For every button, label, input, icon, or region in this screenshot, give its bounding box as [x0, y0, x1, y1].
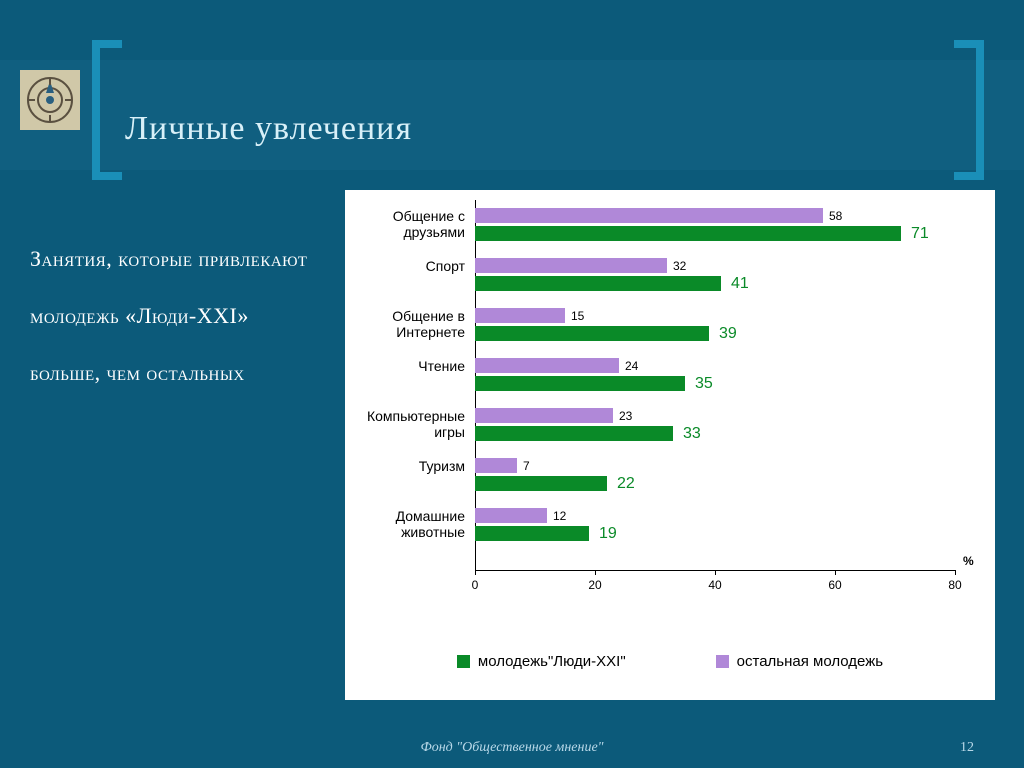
title-bracket-left	[92, 40, 122, 180]
category-label: Туризм	[345, 458, 465, 474]
x-tick-label: 80	[948, 578, 961, 592]
legend-label-a: остальная молодежь	[737, 653, 883, 670]
value-label-b: 19	[599, 525, 617, 543]
bar-series-b	[475, 476, 607, 491]
value-label-a: 15	[571, 309, 584, 323]
value-label-a: 58	[829, 209, 842, 223]
x-tick	[715, 570, 716, 575]
bar-series-a	[475, 408, 613, 423]
value-label-a: 32	[673, 259, 686, 273]
value-label-b: 39	[719, 325, 737, 343]
bar-series-b	[475, 276, 721, 291]
x-tick-label: 60	[828, 578, 841, 592]
category-label: Спорт	[345, 258, 465, 274]
value-label-b: 22	[617, 475, 635, 493]
bar-series-a	[475, 458, 517, 473]
x-tick-label: 0	[472, 578, 479, 592]
logo	[20, 70, 80, 130]
slide-title: Личные увлечения	[125, 110, 412, 148]
bar-series-a	[475, 358, 619, 373]
category-label: Компьютерные игры	[345, 408, 465, 440]
bar-series-a	[475, 508, 547, 523]
category-label: Общение с друзьями	[345, 208, 465, 240]
title-bracket-right	[954, 40, 984, 180]
legend-swatch-b	[457, 655, 470, 668]
x-tick	[595, 570, 596, 575]
bar-series-b	[475, 226, 901, 241]
x-tick	[475, 570, 476, 575]
legend-swatch-a	[716, 655, 729, 668]
page-number: 12	[960, 740, 974, 756]
chart-panel: 0 20 40 60 80% Общение с друзьями 58 71 Спорт 32 4…	[345, 190, 995, 700]
bar-series-a	[475, 308, 565, 323]
value-label-a: 12	[553, 509, 566, 523]
category-label: Общение в Интернете	[345, 308, 465, 340]
bar-series-a	[475, 208, 823, 223]
value-label-a: 23	[619, 409, 632, 423]
value-label-b: 41	[731, 275, 749, 293]
legend-label-b: молодежь"Люди-XXI"	[478, 653, 626, 670]
chart-plot-area: 0 20 40 60 80% Общение с друзьями 58 71 Спорт 32 4…	[345, 200, 995, 610]
side-paragraph: Занятия, которые привлекают молодежь «Лю…	[30, 230, 320, 402]
value-label-b: 35	[695, 375, 713, 393]
bar-series-b	[475, 526, 589, 541]
x-tick-label: 40	[708, 578, 721, 592]
x-tick-label: 20	[588, 578, 601, 592]
chart-legend: молодежь"Люди-XXI" остальная молодежь	[345, 653, 995, 670]
bar-series-b	[475, 326, 709, 341]
bar-series-b	[475, 376, 685, 391]
value-label-b: 71	[911, 225, 929, 243]
value-label-a: 7	[523, 459, 530, 473]
legend-item-series-a: остальная молодежь	[716, 653, 883, 670]
value-label-b: 33	[683, 425, 701, 443]
footer-text: Фонд "Общественное мнение"	[0, 740, 1024, 756]
category-label: Домашние животные	[345, 508, 465, 540]
bar-series-b	[475, 426, 673, 441]
x-tick	[835, 570, 836, 575]
category-label: Чтение	[345, 358, 465, 374]
x-axis-unit: %	[963, 554, 974, 568]
bar-series-a	[475, 258, 667, 273]
legend-item-series-b: молодежь"Люди-XXI"	[457, 653, 626, 670]
value-label-a: 24	[625, 359, 638, 373]
x-tick	[955, 570, 956, 575]
